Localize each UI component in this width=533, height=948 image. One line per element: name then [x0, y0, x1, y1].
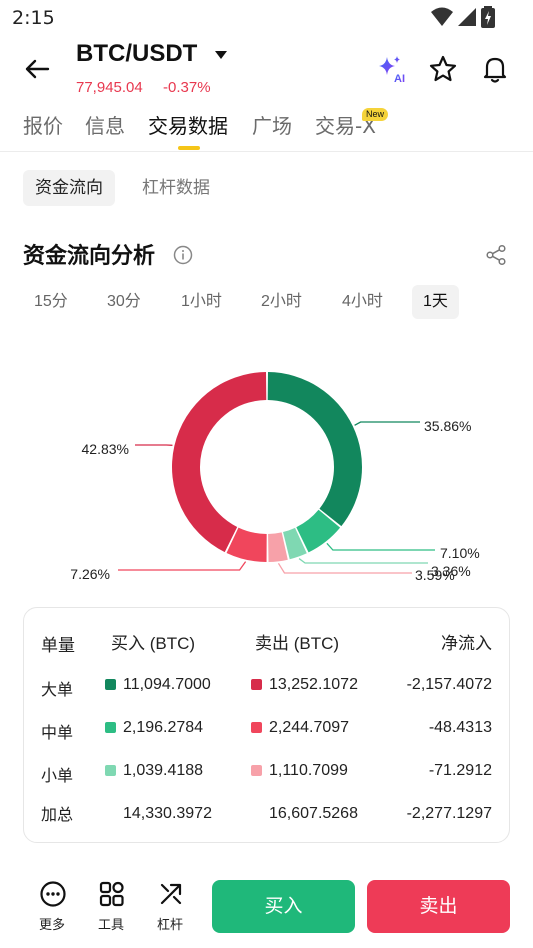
slice-label: 7.26%	[70, 566, 110, 582]
tab-trading-data[interactable]: 交易数据	[148, 114, 228, 138]
pair-change: -0.37%	[163, 79, 211, 96]
status-bar: 2:15	[0, 0, 533, 36]
row-medium-net: -48.4313	[428, 719, 492, 736]
header-sell: 卖出 (BTC)	[255, 634, 340, 653]
tools-button[interactable]: 工具	[89, 880, 133, 936]
pair-title[interactable]: BTC/USDT	[76, 40, 198, 67]
row-large-net: -2,157.4072	[406, 676, 492, 693]
timeframe-1d[interactable]: 1天	[412, 285, 459, 319]
back-arrow-icon[interactable]	[22, 54, 52, 84]
caret-down-icon[interactable]	[212, 46, 230, 64]
tab-bar: 报价 信息 交易数据 广场 交易-X New	[0, 104, 533, 152]
row-medium-sell: 2,244.7097	[269, 719, 350, 736]
sell-color-swatch	[251, 765, 262, 776]
section-title: 资金流向分析	[23, 244, 156, 269]
total-buy: 14,330.3972	[123, 805, 212, 822]
timeframe-2h[interactable]: 2小时	[261, 293, 302, 310]
sell-color-swatch	[251, 679, 262, 690]
fund-flow-table: 单量 买入 (BTC) 卖出 (BTC) 净流入 大单 11,094.7000 …	[23, 607, 510, 843]
leader-line	[277, 562, 412, 574]
slice-label: 3.36%	[431, 563, 471, 579]
ai-sparkle-icon[interactable]: AI	[376, 53, 408, 85]
donut-slice	[296, 509, 341, 553]
star-icon[interactable]	[427, 53, 459, 85]
leader-line	[298, 558, 428, 564]
timeframe-1h[interactable]: 1小时	[181, 293, 222, 310]
row-small-net: -71.2912	[428, 762, 492, 779]
donut-slice	[268, 532, 288, 562]
total-sell: 16,607.5268	[269, 805, 358, 822]
header-size: 单量	[41, 636, 75, 655]
sell-color-swatch	[251, 722, 262, 733]
donut-slice	[226, 527, 267, 562]
fund-flow-donut-chart: 35.86% 7.10% 3.36%3.59% 7.26% 42.83%	[70, 372, 480, 583]
subtab-fund-flow[interactable]: 资金流向	[23, 170, 115, 206]
total-net: -2,277.1297	[406, 805, 492, 822]
status-icons	[431, 6, 495, 28]
buy-color-swatch	[105, 722, 116, 733]
leader-line	[326, 542, 435, 551]
slice-label: 35.86%	[424, 418, 471, 434]
leverage-label: 杠杆	[156, 918, 183, 933]
timeframe-30m[interactable]: 30分	[107, 293, 141, 310]
pair-price: 77,945.04	[76, 79, 143, 96]
tools-label: 工具	[97, 918, 124, 933]
tab-square[interactable]: 广场	[252, 114, 292, 138]
header: BTC/USDT 77,945.04 -0.37% AI	[0, 36, 533, 100]
row-label-medium: 中单	[41, 725, 74, 742]
sell-button[interactable]: 卖出	[367, 880, 510, 933]
donut-slice	[283, 527, 307, 560]
active-tab-indicator	[178, 146, 200, 150]
status-time: 2:15	[12, 7, 55, 29]
bottom-action-bar: 更多 工具 杠杆 买入 卖出	[0, 868, 533, 948]
buy-color-swatch	[105, 765, 116, 776]
timeframe-15m[interactable]: 15分	[34, 293, 68, 310]
leader-line	[354, 421, 420, 426]
slice-label: 42.83%	[82, 441, 129, 457]
leverage-button[interactable]: 杠杆	[148, 880, 192, 936]
tab-info[interactable]: 信息	[85, 114, 125, 138]
leader-line	[118, 561, 247, 571]
slice-label: 7.10%	[440, 545, 480, 561]
donut-slice	[171, 372, 267, 553]
row-medium-buy: 2,196.2784	[123, 719, 204, 736]
header-buy: 买入 (BTC)	[111, 634, 196, 653]
new-badge: New	[362, 108, 389, 121]
row-label-small: 小单	[41, 768, 74, 785]
buy-color-swatch	[105, 679, 116, 690]
row-label-total: 加总	[41, 807, 74, 824]
row-small-sell: 1,110.7099	[269, 762, 348, 779]
row-large-sell: 13,252.1072	[269, 676, 358, 693]
tools-grid-icon	[99, 881, 124, 907]
leverage-icon	[160, 883, 182, 905]
battery-icon	[481, 6, 495, 28]
more-button[interactable]: 更多	[30, 880, 74, 936]
share-icon[interactable]	[485, 244, 507, 266]
tab-quote[interactable]: 报价	[23, 114, 63, 138]
slice-label: 3.59%	[415, 567, 455, 583]
row-large-buy: 11,094.7000	[123, 676, 211, 693]
ai-label: AI	[394, 73, 405, 85]
more-label: 更多	[38, 918, 65, 933]
donut-slice	[267, 372, 362, 527]
header-net: 净流入	[441, 634, 492, 653]
row-small-buy: 1,039.4188	[123, 762, 204, 779]
row-label-large: 大单	[41, 682, 74, 699]
info-icon[interactable]	[173, 245, 193, 265]
buy-button[interactable]: 买入	[212, 880, 355, 933]
more-icon	[40, 881, 66, 907]
wifi-icon	[431, 7, 453, 26]
signal-icon	[458, 8, 476, 26]
subtab-leverage-data[interactable]: 杠杆数据	[142, 178, 210, 198]
bell-icon[interactable]	[479, 53, 511, 85]
timeframe-4h[interactable]: 4小时	[342, 293, 383, 310]
